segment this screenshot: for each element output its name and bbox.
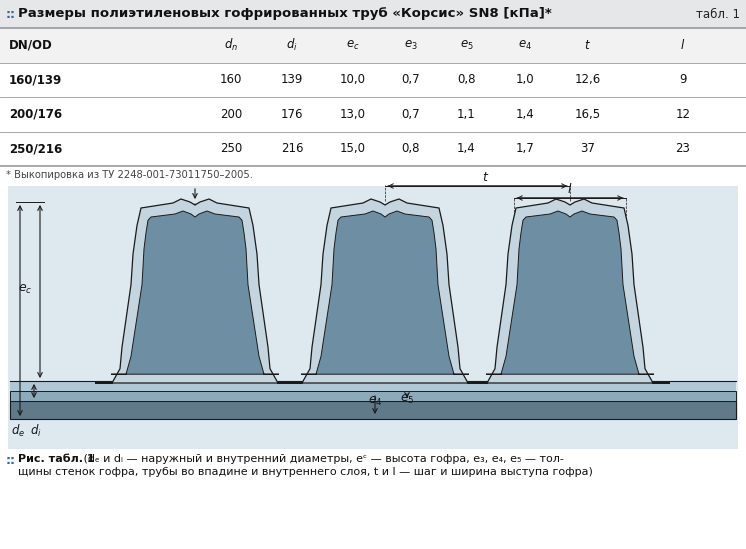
Text: $d_e$: $d_e$ — [11, 423, 25, 439]
Text: 160: 160 — [220, 73, 242, 86]
Bar — [8, 186, 738, 449]
Text: $l$: $l$ — [680, 38, 686, 52]
Text: $e_5$: $e_5$ — [460, 38, 474, 52]
Bar — [10, 391, 736, 401]
Text: щины стенок гофра, трубы во впадине и внутреннего слоя, t и l — шаг и ширина выс: щины стенок гофра, трубы во впадине и вн… — [18, 467, 593, 477]
Bar — [10, 381, 736, 391]
Text: 1,0: 1,0 — [515, 73, 534, 86]
Text: 0,7: 0,7 — [401, 108, 420, 121]
Text: 1,4: 1,4 — [457, 142, 476, 155]
Text: 200: 200 — [220, 108, 242, 121]
Text: Рис. табл. 1: Рис. табл. 1 — [18, 454, 95, 464]
Text: $t$: $t$ — [482, 171, 489, 184]
Text: 139: 139 — [280, 73, 303, 86]
Text: 37: 37 — [580, 142, 595, 155]
Polygon shape — [95, 199, 295, 383]
Text: 1,1: 1,1 — [457, 108, 476, 121]
Text: 250: 250 — [220, 142, 242, 155]
Text: 13,0: 13,0 — [339, 108, 366, 121]
Bar — [10, 401, 736, 419]
Text: $e_3$: $e_3$ — [183, 297, 197, 310]
Text: 0,8: 0,8 — [401, 142, 420, 155]
Bar — [0, 28, 746, 63]
Text: 12,6: 12,6 — [574, 73, 601, 86]
Bar — [0, 0, 746, 28]
Text: 200/176: 200/176 — [9, 108, 62, 121]
Text: 9: 9 — [680, 73, 687, 86]
Bar — [0, 28, 746, 166]
Text: ::: :: — [6, 8, 16, 20]
Polygon shape — [470, 199, 670, 383]
Text: $e_c$: $e_c$ — [345, 38, 360, 52]
Text: $e_4$: $e_4$ — [368, 395, 383, 408]
Text: Размеры полиэтиленовых гофрированных труб «Корсис» SN8 [кПа]*: Размеры полиэтиленовых гофрированных тру… — [18, 8, 552, 20]
Text: 1,4: 1,4 — [515, 108, 534, 121]
Text: 16,5: 16,5 — [574, 108, 601, 121]
Text: 176: 176 — [280, 108, 304, 121]
Text: 160/139: 160/139 — [9, 73, 62, 86]
Text: DN/OD: DN/OD — [9, 39, 53, 52]
Text: 12: 12 — [675, 108, 691, 121]
Text: 23: 23 — [676, 142, 691, 155]
Polygon shape — [486, 211, 654, 374]
Text: $d_n$: $d_n$ — [224, 37, 238, 53]
Polygon shape — [285, 199, 485, 383]
Text: $d_i$: $d_i$ — [30, 423, 42, 439]
Text: $d_i$: $d_i$ — [286, 37, 298, 53]
Text: $e_4$: $e_4$ — [518, 38, 532, 52]
Text: 0,8: 0,8 — [457, 73, 476, 86]
Text: (dₑ и dᵢ — наружный и внутренний диаметры, eᶜ — высота гофра, e₃, e₄, e₅ — тол-: (dₑ и dᵢ — наружный и внутренний диаметр… — [80, 454, 564, 464]
Text: $e_3$: $e_3$ — [404, 38, 417, 52]
Text: 10,0: 10,0 — [339, 73, 366, 86]
Text: 1,7: 1,7 — [515, 142, 534, 155]
Text: $l$: $l$ — [567, 182, 573, 196]
Text: табл. 1: табл. 1 — [696, 8, 740, 20]
Text: 0,7: 0,7 — [401, 73, 420, 86]
Text: $e_c$: $e_c$ — [18, 283, 32, 296]
Text: $t$: $t$ — [584, 39, 591, 52]
Text: * Выкопировка из ТУ 2248-001-73011750–2005.: * Выкопировка из ТУ 2248-001-73011750–20… — [6, 170, 253, 180]
Polygon shape — [111, 211, 279, 374]
Polygon shape — [301, 211, 469, 374]
Text: 15,0: 15,0 — [339, 142, 366, 155]
Text: ::: :: — [6, 454, 16, 467]
Text: 216: 216 — [280, 142, 304, 155]
Text: $e_5$: $e_5$ — [400, 393, 414, 406]
Text: 250/216: 250/216 — [9, 142, 62, 155]
